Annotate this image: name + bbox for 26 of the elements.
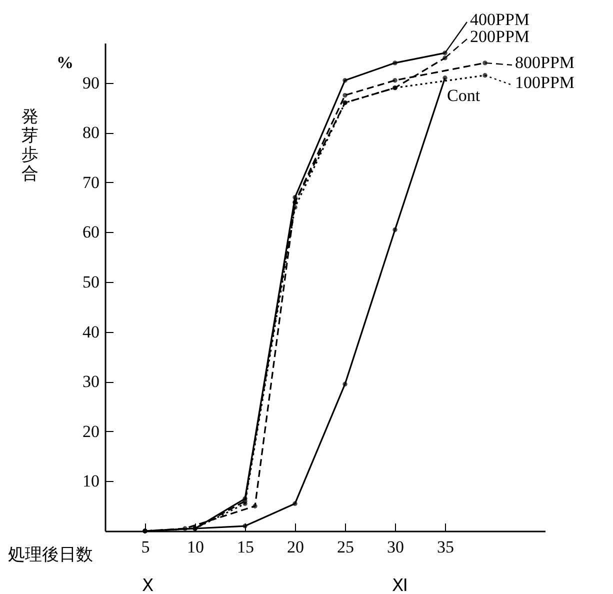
y-axis-title: 発芽歩合 bbox=[22, 107, 38, 183]
series-label: 200PPM bbox=[470, 27, 530, 46]
x-tick-label: 20 bbox=[287, 538, 304, 556]
y-tick-label: 30 bbox=[82, 372, 100, 392]
x-tick-label: 30 bbox=[387, 538, 404, 556]
y-tick-label: 60 bbox=[82, 222, 100, 242]
text: % bbox=[56, 53, 74, 72]
text: Ⅹ bbox=[142, 576, 154, 594]
x-tick-label: 5 bbox=[141, 538, 150, 556]
text: Ⅺ bbox=[392, 576, 408, 594]
legend-label: 100PPM bbox=[515, 73, 575, 92]
x-axis-title: 処理後日数 bbox=[8, 545, 93, 564]
legend-label: 800PPM bbox=[515, 53, 575, 72]
y-tick-label: 90 bbox=[82, 73, 100, 92]
y-tick-label: 10 bbox=[82, 472, 100, 491]
x-tick-label: 15 bbox=[237, 538, 254, 556]
series-label: 400PPM bbox=[470, 10, 530, 29]
y-tick-label: 50 bbox=[82, 272, 100, 292]
x-tick-label: 25 bbox=[337, 538, 354, 556]
y-tick-label: 70 bbox=[82, 172, 100, 192]
y-tick-label: 20 bbox=[82, 422, 100, 441]
y-tick-label: 80 bbox=[82, 123, 100, 142]
y-tick-label: 40 bbox=[82, 322, 100, 342]
series-label: Cont bbox=[447, 86, 480, 105]
x-tick-label: 10 bbox=[187, 538, 204, 556]
x-tick-label: 35 bbox=[437, 538, 454, 556]
